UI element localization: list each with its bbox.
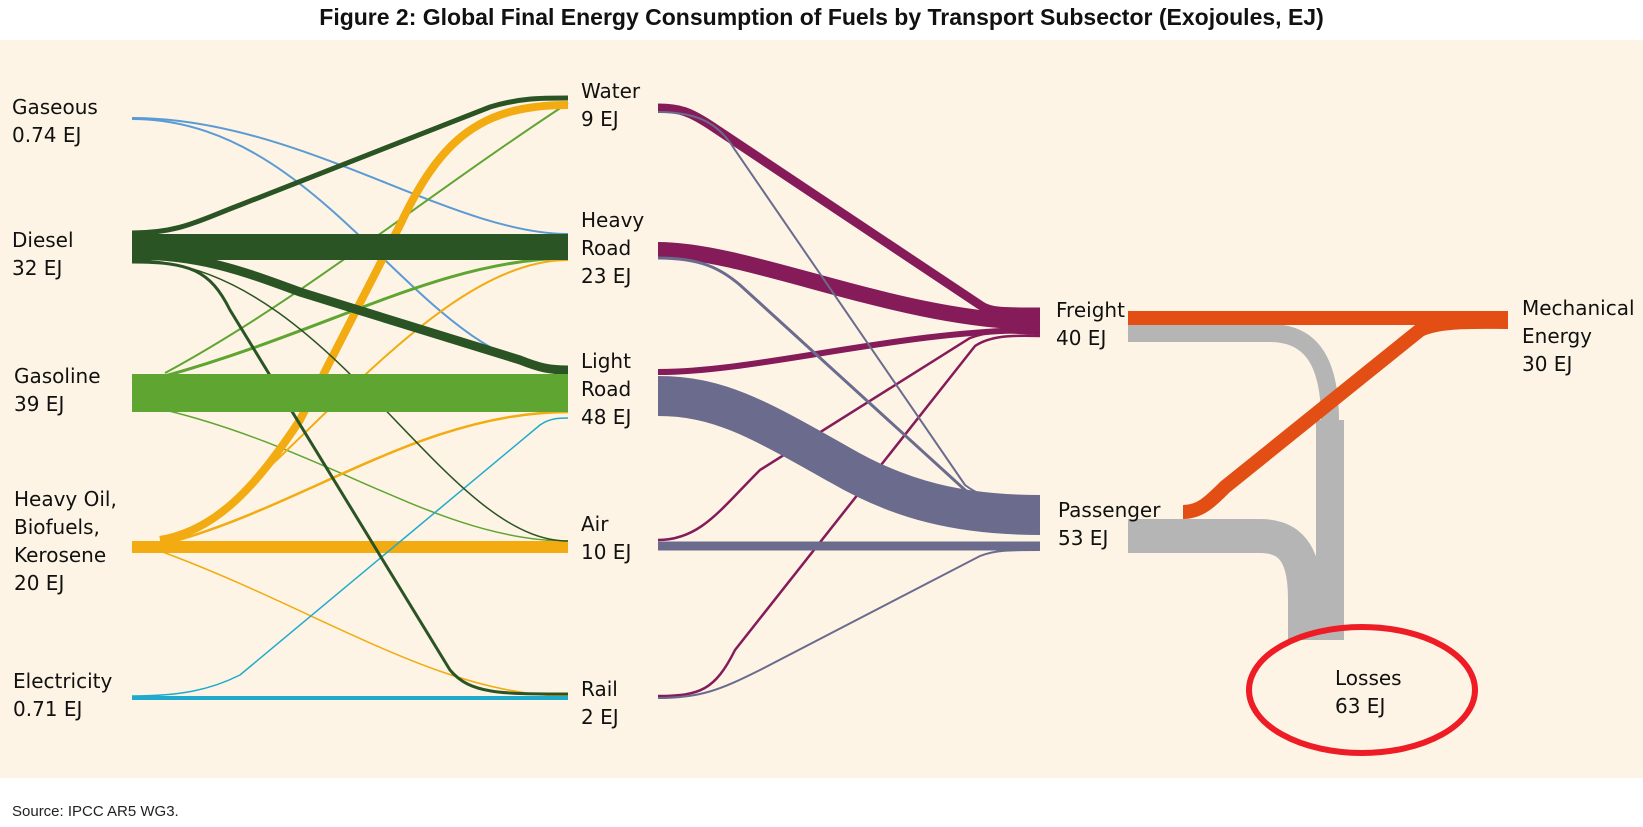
flow-gasoline-to-heavyroad <box>164 256 569 378</box>
node-label-heavy-road: Heavy Road 23 EJ <box>581 208 645 288</box>
flow-diesel-to-water <box>131 95 569 236</box>
source-note: Source: IPCC AR5 WG3. <box>12 803 179 820</box>
node-label-diesel: Diesel 32 EJ <box>12 228 74 280</box>
node-label-passenger: Passenger 53 EJ <box>1058 498 1161 550</box>
flow-freight-to-losses <box>1128 324 1339 421</box>
flow-lightroad-to-freight <box>657 327 1041 375</box>
node-label-heavy-oil: Heavy Oil, Biofuels, Kerosene 20 EJ <box>14 487 117 595</box>
sankey-diagram-panel: Gaseous 0.74 EJ Diesel 32 EJ Gasoline 39… <box>0 40 1643 778</box>
flow-rail-to-passenger <box>657 549 1041 699</box>
flow-electricity-to-lightroad <box>131 417 569 697</box>
figure-title: Figure 2: Global Final Energy Consumptio… <box>319 4 1324 30</box>
flow-passenger-to-mechanical <box>1182 314 1509 519</box>
losses-highlight-ellipse <box>1246 624 1478 756</box>
flow-heavyoil-to-lightroad <box>159 410 569 547</box>
flow-rail-to-freight <box>657 334 1041 698</box>
node-label-gasoline: Gasoline 39 EJ <box>14 364 101 416</box>
node-label-freight: Freight 40 EJ <box>1056 298 1125 350</box>
flow-gaseous-to-heavyroad <box>131 117 569 235</box>
flow-water-to-freight <box>657 103 1041 317</box>
flow-diesel-to-lightroad <box>131 250 569 375</box>
flow-heavyroad-to-freight <box>657 242 1041 330</box>
flow-diesel-to-rail <box>131 260 569 696</box>
node-label-light-road: Light Road 48 EJ <box>581 349 632 429</box>
node-label-water: Water 9 EJ <box>581 79 641 131</box>
node-label-losses: Losses 63 EJ <box>1335 666 1402 718</box>
node-label-gaseous: Gaseous 0.74 EJ <box>12 95 98 147</box>
flow-lightroad-to-passenger <box>657 376 1041 535</box>
node-label-electricity: Electricity 0.71 EJ <box>13 669 113 721</box>
flow-air-to-freight <box>657 330 1041 542</box>
node-label-rail: Rail 2 EJ <box>581 677 619 729</box>
flow-heavyoil-to-rail <box>159 550 569 697</box>
flow-passenger-to-losses <box>1128 519 1322 640</box>
sankey-diagram <box>131 95 1509 756</box>
flow-gasoline-to-air <box>164 409 569 542</box>
flow-heavyoil-to-water <box>159 101 569 544</box>
node-label-mechanical-energy: Mechanical Energy 30 EJ <box>1522 296 1635 376</box>
node-label-air: Air 10 EJ <box>581 512 632 564</box>
